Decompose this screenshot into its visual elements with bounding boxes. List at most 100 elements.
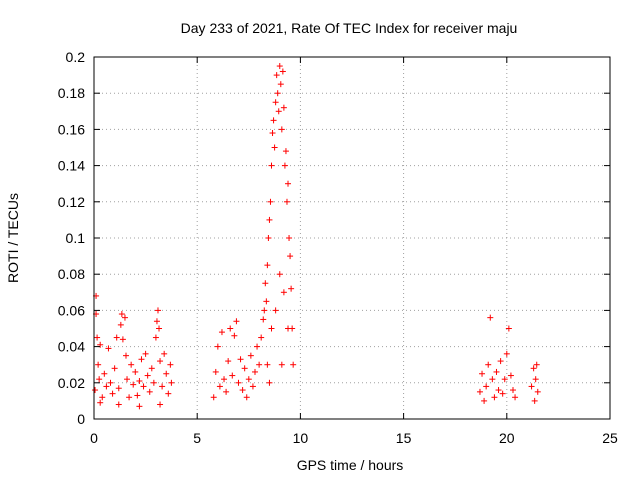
data-point <box>266 216 273 223</box>
data-point <box>266 379 273 386</box>
data-point <box>493 368 500 375</box>
data-point <box>95 361 102 368</box>
y-tick-label: 0 <box>77 411 85 427</box>
data-point <box>126 394 133 401</box>
x-tick-label: 5 <box>193 430 201 446</box>
data-point <box>157 358 164 365</box>
data-point <box>278 126 285 133</box>
data-point <box>136 403 143 410</box>
data-point <box>115 401 122 408</box>
data-point <box>282 148 289 155</box>
data-point <box>105 345 112 352</box>
data-point <box>277 81 284 88</box>
data-point <box>273 72 280 79</box>
data-point <box>150 379 157 386</box>
x-axis-label: GPS time / hours <box>297 457 404 473</box>
data-point <box>279 68 286 75</box>
data-point <box>272 99 279 106</box>
grid-lines <box>94 57 610 419</box>
data-point <box>495 387 502 394</box>
data-point <box>163 370 170 377</box>
data-point <box>121 314 128 321</box>
data-point <box>225 358 232 365</box>
data-point <box>111 365 118 372</box>
data-point <box>118 311 125 318</box>
data-point <box>287 253 294 260</box>
data-point <box>97 399 104 406</box>
data-point <box>283 198 290 205</box>
y-axis-label: ROTI / TECUs <box>5 193 21 283</box>
data-point <box>280 289 287 296</box>
data-point <box>231 332 238 339</box>
data-point <box>97 341 104 348</box>
data-point <box>489 376 496 383</box>
data-point <box>262 280 269 287</box>
data-point <box>221 376 228 383</box>
chart-title: Day 233 of 2021, Rate Of TEC Index for r… <box>181 20 518 36</box>
data-point <box>276 63 283 70</box>
data-point <box>109 390 116 397</box>
y-tick-label: 0.14 <box>58 158 85 174</box>
data-point <box>260 316 267 323</box>
x-tick-label: 0 <box>90 430 98 446</box>
data-point <box>476 388 483 395</box>
data-point <box>138 356 145 363</box>
data-point <box>94 334 101 341</box>
x-tick-label: 25 <box>602 430 618 446</box>
axes: 0 0.02 0.04 0.06 0.08 0.1 0.12 0.14 0.16 0.18 0.2 0… <box>58 49 618 446</box>
data-point <box>154 307 161 314</box>
data-point <box>256 361 263 368</box>
data-point <box>161 350 168 357</box>
data-point <box>113 334 120 341</box>
data-point <box>134 392 141 399</box>
data-point <box>280 104 287 111</box>
data-point <box>499 390 506 397</box>
data-point <box>512 394 519 401</box>
data-point <box>528 383 535 390</box>
data-point <box>101 370 108 377</box>
data-point <box>285 325 292 332</box>
data-point <box>481 397 488 404</box>
data-point <box>218 329 225 336</box>
data-point <box>223 388 230 395</box>
data-point <box>128 361 135 368</box>
data-point <box>146 388 153 395</box>
y-tick-label: 0.08 <box>58 266 85 282</box>
data-point <box>233 318 240 325</box>
data-point <box>267 198 274 205</box>
data-point <box>167 361 174 368</box>
data-point <box>274 90 281 97</box>
y-tick-label: 0.18 <box>58 85 85 101</box>
data-point <box>130 381 137 388</box>
data-point <box>276 271 283 278</box>
data-point <box>214 343 221 350</box>
data-point <box>99 394 106 401</box>
y-tick-label: 0.02 <box>58 375 85 391</box>
data-point <box>285 180 292 187</box>
x-tick-label: 20 <box>499 430 515 446</box>
data-point <box>497 358 504 365</box>
data-point <box>243 394 250 401</box>
data-point <box>507 372 514 379</box>
data-point <box>531 397 538 404</box>
data-point <box>532 376 539 383</box>
data-point <box>122 352 129 359</box>
data-point <box>239 387 246 394</box>
data-point <box>269 130 276 137</box>
data-point <box>159 383 166 390</box>
data-point <box>142 350 149 357</box>
data-point <box>533 361 540 368</box>
y-tick-label: 0.1 <box>66 230 86 246</box>
data-point <box>216 383 223 390</box>
data-point <box>503 350 510 357</box>
data-point <box>119 336 126 343</box>
data-point <box>245 376 252 383</box>
data-point <box>210 394 217 401</box>
data-point <box>288 285 295 292</box>
data-point <box>115 385 122 392</box>
data-point <box>483 383 490 390</box>
data-point <box>275 108 282 115</box>
data-point <box>92 387 99 394</box>
data-point <box>165 390 172 397</box>
